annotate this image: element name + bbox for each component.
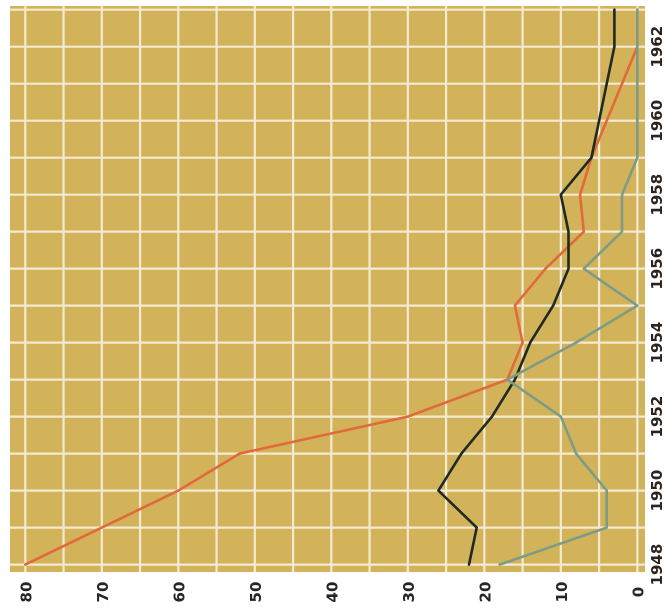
series-line-2 [437,8,616,566]
year-tick-label: 1962 [648,26,666,68]
year-tick-label: 1958 [648,174,666,216]
value-tick-label: 30 [400,582,418,603]
series-line-3 [498,8,639,566]
value-tick-label: 10 [553,582,571,603]
year-tick-label: 1960 [648,100,666,142]
year-tick-label: 1952 [648,396,666,438]
value-tick-label: 50 [247,582,265,603]
value-tick-label: 20 [476,582,494,603]
value-tick-label: 40 [323,582,341,603]
year-tick-label: 1950 [648,470,666,512]
year-tick-label: 1948 [648,544,666,586]
value-tick-label: 70 [94,582,112,603]
value-tick-label: 60 [170,582,188,603]
value-tick-labels: 80 70 60 50 40 30 20 10 0 [17,582,647,603]
year-tick-label: 1956 [648,248,666,290]
grid [10,6,645,572]
series-line-1 [23,8,639,566]
year-tick-label: 1954 [648,322,666,364]
year-tick-labels: 1948 1950 1952 1954 1956 1958 1960 1962 [648,26,666,586]
plot-background [10,6,645,572]
value-tick-label: 80 [17,582,35,603]
value-tick-label: 0 [629,587,647,597]
series-lines [23,8,639,566]
